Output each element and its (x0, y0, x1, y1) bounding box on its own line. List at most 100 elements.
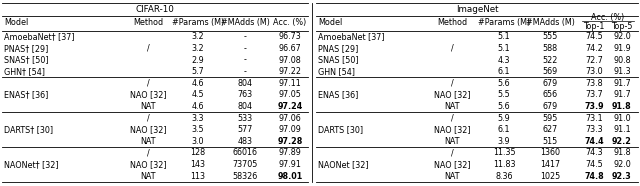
Text: DARTS† [30]: DARTS† [30] (4, 125, 53, 134)
Text: 143: 143 (191, 160, 205, 169)
Text: 555: 555 (542, 32, 557, 41)
Text: 763: 763 (237, 90, 253, 99)
Text: 91.3: 91.3 (613, 67, 631, 76)
Text: 627: 627 (542, 125, 557, 134)
Text: 98.01: 98.01 (277, 172, 303, 181)
Text: GHN [54]: GHN [54] (318, 67, 355, 76)
Text: 92.0: 92.0 (613, 32, 631, 41)
Text: 522: 522 (542, 56, 557, 65)
Text: ImageNet: ImageNet (456, 4, 499, 14)
Text: 92.2: 92.2 (612, 137, 632, 146)
Text: Acc. (%): Acc. (%) (591, 13, 625, 22)
Text: 97.91: 97.91 (278, 160, 301, 169)
Text: 74.4: 74.4 (584, 137, 604, 146)
Text: Method: Method (133, 18, 163, 27)
Text: -: - (244, 44, 246, 53)
Text: 113: 113 (191, 172, 205, 181)
Text: 3.9: 3.9 (498, 137, 510, 146)
Text: 1417: 1417 (540, 160, 560, 169)
Text: 73.1: 73.1 (585, 114, 603, 123)
Text: SNAS† [50]: SNAS† [50] (4, 56, 49, 65)
Text: 73.0: 73.0 (585, 67, 603, 76)
Text: 66016: 66016 (232, 148, 257, 158)
Text: /: / (147, 148, 149, 158)
Text: 97.24: 97.24 (277, 102, 303, 111)
Text: 4.5: 4.5 (192, 90, 204, 99)
Text: 656: 656 (543, 90, 557, 99)
Text: 6.1: 6.1 (498, 125, 510, 134)
Text: 74.2: 74.2 (585, 44, 603, 53)
Text: AmoebaNet [37]: AmoebaNet [37] (318, 32, 385, 41)
Text: #MAdds (M): #MAdds (M) (221, 18, 269, 27)
Text: NAT: NAT (444, 172, 460, 181)
Text: 97.11: 97.11 (278, 79, 301, 88)
Text: 97.05: 97.05 (278, 90, 301, 99)
Text: 74.5: 74.5 (585, 160, 603, 169)
Text: DARTS [30]: DARTS [30] (318, 125, 363, 134)
Text: #Params (M): #Params (M) (478, 18, 530, 27)
Text: SNAS [50]: SNAS [50] (318, 56, 358, 65)
Text: 679: 679 (542, 79, 557, 88)
Text: 58326: 58326 (232, 172, 258, 181)
Text: 3.2: 3.2 (192, 44, 204, 53)
Text: 73.9: 73.9 (584, 102, 604, 111)
Text: 3.2: 3.2 (192, 32, 204, 41)
Text: 6.1: 6.1 (498, 67, 510, 76)
Text: CIFAR-10: CIFAR-10 (136, 4, 175, 14)
Text: -: - (244, 56, 246, 65)
Text: -: - (244, 67, 246, 76)
Text: 804: 804 (237, 102, 253, 111)
Text: 96.73: 96.73 (278, 32, 301, 41)
Text: NAT: NAT (444, 102, 460, 111)
Text: 5.1: 5.1 (498, 44, 510, 53)
Text: 5.6: 5.6 (498, 102, 510, 111)
Text: 74.5: 74.5 (585, 32, 603, 41)
Text: /: / (147, 79, 149, 88)
Text: 74.8: 74.8 (584, 172, 604, 181)
Text: Top-5: Top-5 (611, 22, 633, 31)
Text: 533: 533 (237, 114, 253, 123)
Text: /: / (451, 79, 453, 88)
Text: 97.06: 97.06 (278, 114, 301, 123)
Text: 4.6: 4.6 (192, 102, 204, 111)
Text: 97.08: 97.08 (278, 56, 301, 65)
Text: 5.1: 5.1 (498, 32, 510, 41)
Text: /: / (451, 148, 453, 158)
Text: 74.3: 74.3 (585, 148, 603, 158)
Text: NAO [32]: NAO [32] (434, 90, 470, 99)
Text: 97.28: 97.28 (277, 137, 303, 146)
Text: 804: 804 (237, 79, 253, 88)
Text: NAT: NAT (444, 137, 460, 146)
Text: 73.7: 73.7 (585, 90, 603, 99)
Text: 91.7: 91.7 (613, 90, 631, 99)
Text: Method: Method (437, 18, 467, 27)
Text: Acc. (%): Acc. (%) (273, 18, 307, 27)
Text: NAO [32]: NAO [32] (130, 90, 166, 99)
Text: 73705: 73705 (232, 160, 258, 169)
Text: PNAS† [29]: PNAS† [29] (4, 44, 49, 53)
Text: 97.09: 97.09 (278, 125, 301, 134)
Text: 91.8: 91.8 (613, 148, 631, 158)
Text: 73.8: 73.8 (585, 79, 603, 88)
Text: 595: 595 (542, 114, 557, 123)
Text: 483: 483 (237, 137, 253, 146)
Text: 5.5: 5.5 (498, 90, 510, 99)
Text: NAONet† [32]: NAONet† [32] (4, 160, 59, 169)
Text: 1025: 1025 (540, 172, 560, 181)
Text: PNAS [29]: PNAS [29] (318, 44, 358, 53)
Text: NAT: NAT (140, 102, 156, 111)
Text: NAO [32]: NAO [32] (130, 160, 166, 169)
Text: /: / (451, 114, 453, 123)
Text: 5.9: 5.9 (498, 114, 510, 123)
Text: 2.9: 2.9 (191, 56, 204, 65)
Text: 588: 588 (543, 44, 557, 53)
Text: AmoebaNet† [37]: AmoebaNet† [37] (4, 32, 75, 41)
Text: 91.9: 91.9 (613, 44, 631, 53)
Text: 569: 569 (542, 67, 557, 76)
Text: NAONet [32]: NAONet [32] (318, 160, 369, 169)
Text: 1360: 1360 (540, 148, 560, 158)
Text: 72.7: 72.7 (585, 56, 603, 65)
Text: Model: Model (4, 18, 28, 27)
Text: 5.6: 5.6 (498, 79, 510, 88)
Text: 92.0: 92.0 (613, 160, 631, 169)
